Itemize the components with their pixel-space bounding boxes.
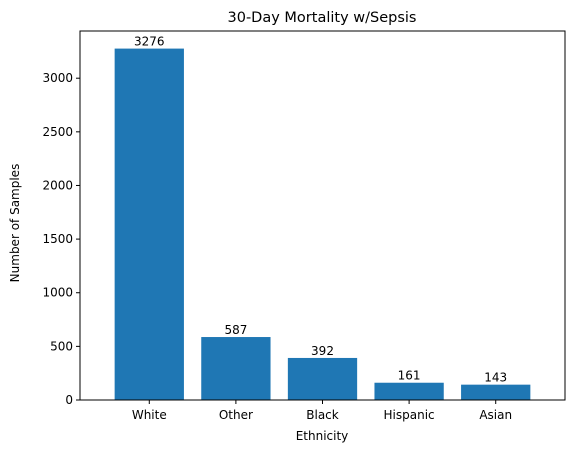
plot-frame (79, 30, 566, 401)
data-label-asian: 143 (484, 371, 507, 385)
x-axis-ticks: White Other Black Hispanic Asian (132, 400, 512, 422)
bar-white (114, 48, 184, 401)
x-tick-label: Other (219, 408, 253, 422)
y-tick-label: 1500 (42, 232, 73, 246)
data-labels-group: 3276 587 392 161 143 (134, 35, 507, 385)
y-tick-label: 500 (50, 339, 73, 353)
bars-group (114, 48, 531, 401)
x-tick-label: Asian (479, 408, 512, 422)
y-axis-ticks: 0 500 1000 1500 2000 2500 3000 (42, 71, 80, 407)
x-axis-label: Ethnicity (296, 429, 349, 443)
data-label-white: 3276 (134, 35, 165, 49)
bar-other (201, 337, 271, 400)
bar-asian (461, 384, 531, 400)
data-label-black: 392 (311, 344, 334, 358)
x-tick-label: Black (306, 408, 339, 422)
x-tick-label: Hispanic (384, 408, 435, 422)
y-axis-label: Number of Samples (8, 164, 22, 283)
bar-black (287, 357, 358, 400)
bar-hispanic (374, 382, 444, 400)
y-tick-label: 2000 (42, 178, 73, 192)
y-tick-label: 2500 (42, 125, 73, 139)
y-tick-label: 1000 (42, 286, 73, 300)
x-tick-label: White (132, 408, 167, 422)
y-tick-label: 3000 (42, 71, 73, 85)
y-tick-label: 0 (65, 393, 73, 407)
data-label-other: 587 (224, 323, 247, 337)
chart-title: 30-Day Mortality w/Sepsis (228, 10, 417, 26)
data-label-hispanic: 161 (398, 369, 421, 383)
